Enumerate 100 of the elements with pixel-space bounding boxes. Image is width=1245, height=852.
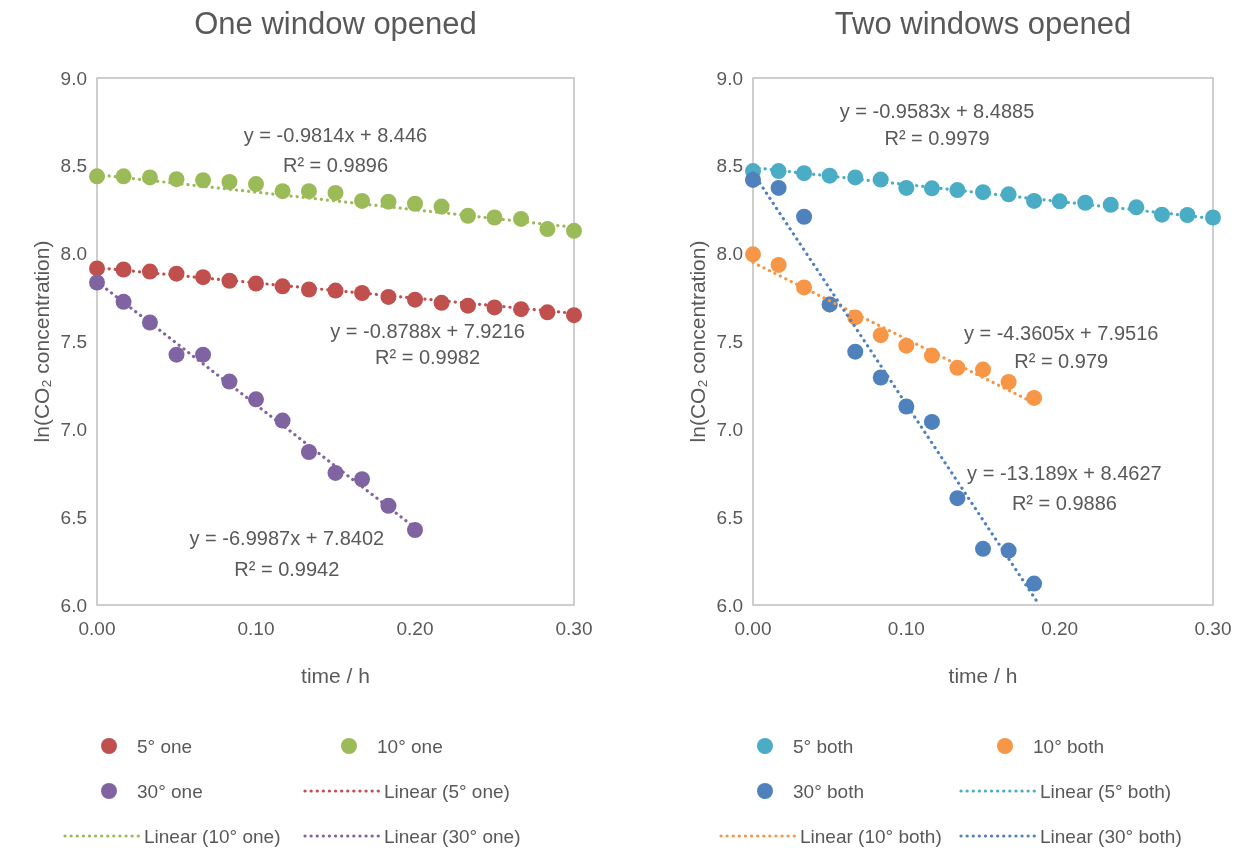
annotation: R² = 0.9942 [234, 558, 340, 581]
x-tick-label: 0.20 [1041, 618, 1079, 639]
point [898, 337, 915, 354]
y-tick-label: 8.5 [60, 155, 87, 177]
x-axis-title: time / h [948, 664, 1018, 687]
x-tick-label: 0.20 [396, 618, 434, 639]
point [872, 327, 889, 344]
x-tick-label: 0.00 [734, 618, 772, 639]
y-tick-label: 6.5 [716, 506, 743, 528]
point [248, 176, 264, 193]
annotation: y = -4.3605x + 7.9516 [963, 322, 1159, 345]
point [1153, 206, 1170, 223]
point [1026, 192, 1043, 209]
y-axis-title: ln(CO₂ concentration) [30, 240, 53, 443]
point [770, 179, 787, 196]
annotation: y = -0.9814x + 8.446 [243, 123, 428, 146]
point [407, 521, 423, 538]
point [745, 171, 761, 188]
y-tick-label: 8.5 [716, 155, 743, 177]
y-tick-label: 6.5 [60, 506, 87, 528]
annotation: R² = 0.9979 [884, 126, 990, 149]
annotation: R² = 0.979 [1014, 350, 1109, 372]
legend-label: Linear (5° both) [1040, 780, 1172, 802]
point [566, 307, 582, 324]
y-tick-label: 7.0 [716, 418, 743, 440]
legend-label: Linear (30° both) [1040, 825, 1182, 847]
x-axis-title: time / h [301, 664, 370, 687]
annotation: y = -6.9987x + 7.8402 [189, 527, 385, 550]
point [745, 246, 761, 263]
annotation: y = -0.9583x + 8.4885 [839, 100, 1035, 123]
legend-label: Linear (10° one) [144, 825, 281, 847]
legend-label: 10° one [377, 735, 443, 757]
point [1026, 389, 1043, 406]
point [539, 221, 556, 238]
point [923, 180, 940, 197]
point [354, 285, 371, 302]
point [89, 274, 105, 291]
y-tick-label: 8.0 [60, 243, 87, 265]
y-tick-label: 6.0 [716, 594, 743, 616]
y-tick-label: 7.5 [716, 331, 743, 353]
legend-label: 5° both [793, 735, 854, 757]
point [1026, 575, 1043, 592]
point [195, 346, 212, 363]
y-tick-label: 9.0 [716, 67, 743, 89]
point [1000, 373, 1017, 390]
point [898, 179, 915, 196]
y-axis-title: ln(CO₂ concentration) [686, 240, 709, 443]
y-tick-label: 6.0 [60, 594, 87, 616]
point [872, 369, 889, 386]
point [407, 195, 423, 212]
legend-label: Linear (30° one) [384, 825, 521, 847]
annotation: R² = 0.9886 [1011, 491, 1117, 514]
point [923, 413, 940, 430]
y-tick-label: 7.0 [60, 418, 87, 440]
legend-label: 10° both [1033, 735, 1104, 757]
x-tick-label: 0.10 [887, 618, 925, 639]
point [433, 198, 450, 215]
point [354, 192, 371, 209]
point [949, 490, 966, 507]
x-tick-label: 0.30 [555, 618, 593, 639]
point [168, 346, 185, 363]
legend-label: 30° both [793, 780, 864, 802]
point [770, 256, 787, 273]
annotation: y = -13.189x + 8.4627 [967, 462, 1162, 485]
legend-label: Linear (5° one) [384, 780, 510, 802]
point [796, 208, 813, 225]
point [89, 168, 105, 185]
point [949, 182, 966, 199]
legend-label: 30° one [137, 780, 203, 802]
point [300, 183, 317, 200]
annotation: y = -0.8788x + 7.9216 [330, 319, 525, 342]
point [1205, 209, 1221, 226]
point [327, 184, 344, 201]
x-tick-label: 0.00 [78, 618, 116, 639]
point [300, 443, 317, 460]
annotation: R² = 0.9896 [282, 153, 389, 176]
point [796, 165, 813, 182]
point [354, 471, 371, 488]
point [1051, 193, 1068, 210]
point [975, 361, 991, 378]
point [221, 174, 238, 190]
y-tick-label: 9.0 [60, 67, 87, 89]
y-tick-label: 8.0 [716, 243, 743, 265]
point [407, 291, 423, 308]
point [195, 269, 212, 286]
point [975, 540, 991, 557]
point [566, 222, 582, 239]
point [195, 172, 212, 189]
x-tick-label: 0.30 [1194, 618, 1232, 639]
x-tick-label: 0.10 [237, 618, 275, 639]
point [327, 464, 344, 481]
point [274, 183, 291, 200]
chart-title: One window opened [194, 6, 477, 41]
annotation: R² = 0.9982 [375, 346, 481, 369]
point [248, 391, 264, 408]
legend-label: 5° one [137, 735, 193, 757]
chart-title: Two windows opened [834, 6, 1132, 41]
point [847, 343, 864, 360]
legend-label: Linear (10° both) [800, 825, 942, 847]
point [513, 301, 530, 318]
